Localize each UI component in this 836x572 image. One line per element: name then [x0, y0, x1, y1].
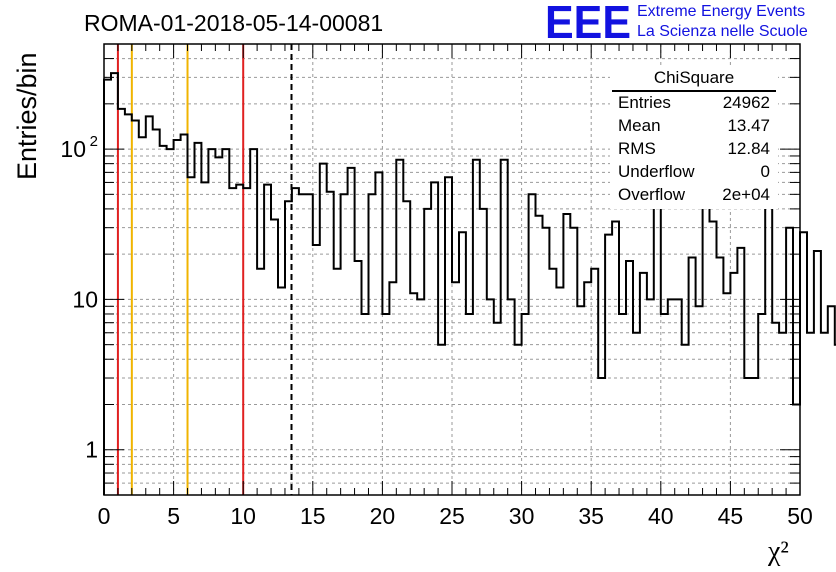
y-tick-label: 1: [85, 437, 98, 463]
x-tick-label: 0: [98, 503, 111, 529]
histogram-series: [103, 72, 836, 495]
brand-line-2: La Scienza nelle Scuole: [637, 23, 808, 40]
x-tick-label: 40: [648, 503, 674, 529]
x-tick-label: 15: [300, 503, 326, 529]
y-tick-label-exponent: 2: [90, 133, 98, 150]
stats-value: 24962: [722, 93, 770, 112]
x-tick-label: 45: [718, 503, 744, 529]
y-tick-label: 10: [60, 136, 86, 162]
stats-value: 12.84: [727, 139, 770, 158]
x-tick-label: 30: [509, 503, 535, 529]
stats-box: ChiSquare Entries 24962 Mean 13.47 RMS 1…: [610, 66, 778, 209]
x-tick-label: 20: [370, 503, 396, 529]
x-tick-label: 5: [167, 503, 180, 529]
x-tick-label: 35: [578, 503, 604, 529]
x-axis-label: χ²: [768, 536, 789, 567]
stats-divider: [612, 90, 776, 92]
stats-title: ChiSquare: [653, 68, 735, 87]
eee-logo: EEE: [545, 2, 631, 40]
x-tick-label: 25: [439, 503, 465, 529]
stats-value: 0: [760, 162, 770, 181]
chart-title: ROMA-01-2018-05-14-00081: [84, 10, 384, 36]
y-tick-label: 10: [72, 286, 98, 312]
x-tick-label: 10: [230, 503, 256, 529]
stats-label: Underflow: [618, 162, 695, 181]
stats-label: Entries: [618, 93, 671, 112]
stats-value: 13.47: [727, 116, 770, 135]
x-tick-label: 50: [787, 503, 813, 529]
stats-value: 2e+04: [722, 185, 770, 204]
brand-line-1: Extreme Energy Events: [637, 3, 806, 20]
axis-ticks: [103, 44, 801, 495]
stats-label: RMS: [618, 139, 656, 158]
y-axis-label: Entries/bin: [12, 52, 42, 180]
stats-label: Overflow: [618, 185, 686, 204]
logo-text: EEE: [545, 2, 631, 40]
stats-label: Mean: [618, 116, 661, 135]
